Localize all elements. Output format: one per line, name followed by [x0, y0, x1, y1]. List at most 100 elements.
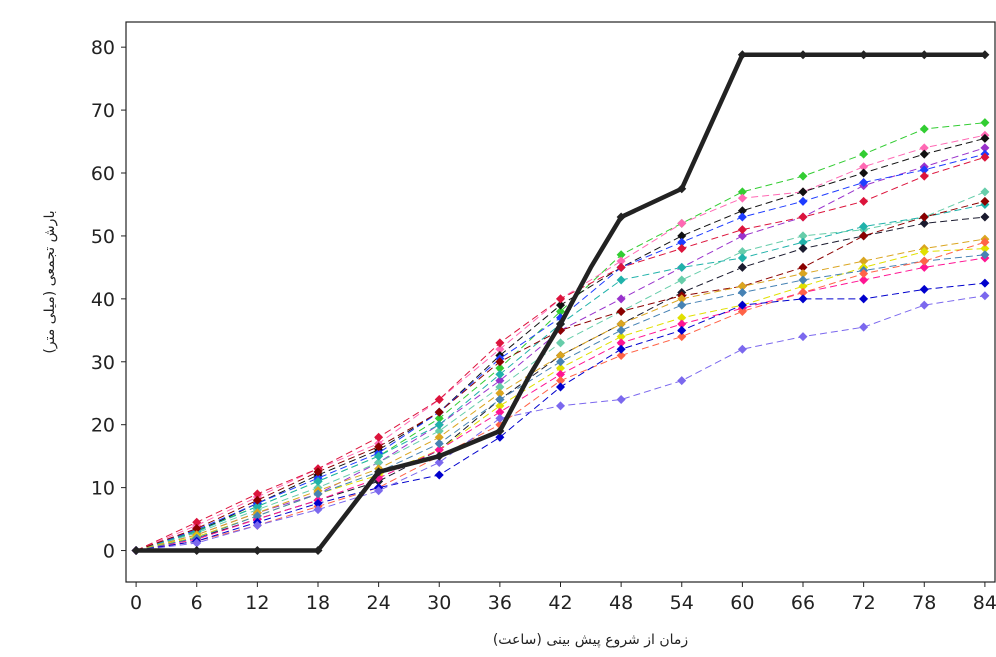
forecast-point — [434, 395, 444, 405]
observed-point — [131, 546, 141, 556]
forecast-point — [616, 332, 626, 342]
observed-series — [131, 50, 990, 556]
forecast-point — [798, 212, 808, 222]
forecast-point — [798, 294, 808, 304]
forecast-point — [434, 407, 444, 417]
x-tick-label: 60 — [730, 592, 754, 614]
forecast-point — [798, 187, 808, 197]
forecast-point — [616, 275, 626, 285]
forecast-point — [556, 401, 565, 411]
forecast-point — [556, 294, 565, 304]
forecast-point — [859, 269, 869, 279]
forecast-point — [677, 231, 687, 241]
forecast-point — [313, 467, 323, 477]
observed-point — [798, 50, 808, 60]
forecast-point — [434, 413, 444, 423]
forecast-point — [556, 357, 565, 367]
y-tick-label: 20 — [91, 415, 115, 437]
forecast-point — [616, 395, 626, 405]
forecast-point — [919, 171, 929, 181]
forecast-point — [495, 344, 505, 354]
forecast-point — [737, 262, 747, 272]
x-axis: 0 6 12 18 24 30 36 42 48 54 60 66 72 78 84 — [130, 582, 996, 614]
forecast-point — [616, 344, 626, 354]
forecast-point — [919, 165, 929, 175]
forecast-point — [859, 256, 869, 266]
x-tick-label: 12 — [245, 592, 269, 614]
forecast-line — [135, 122, 985, 552]
forecast-point — [737, 344, 747, 354]
y-tick-label: 10 — [91, 478, 115, 500]
forecast-point — [434, 457, 444, 467]
forecast-point — [252, 495, 262, 505]
forecast-point — [556, 338, 565, 348]
forecast-point — [616, 306, 626, 316]
forecast-point — [556, 363, 565, 373]
forecast-point — [313, 498, 323, 508]
forecast-point — [919, 143, 929, 153]
forecast-point — [798, 171, 808, 181]
x-tick-label: 24 — [367, 592, 391, 614]
observed-point — [859, 50, 869, 60]
forecast-point — [556, 350, 565, 360]
forecast-point — [556, 376, 565, 386]
forecast-point — [616, 262, 626, 272]
x-tick-label: 18 — [306, 592, 330, 614]
forecast-point — [980, 237, 990, 247]
forecast-point — [798, 231, 808, 241]
x-tick-label: 78 — [912, 592, 936, 614]
forecast-point — [737, 231, 747, 241]
forecast-point — [798, 269, 808, 279]
forecast-point — [374, 457, 384, 467]
y-tick-label: 0 — [103, 541, 115, 563]
observed-point — [495, 426, 505, 436]
forecast-point — [980, 133, 990, 143]
forecast-point — [495, 388, 505, 398]
forecast-point — [616, 250, 626, 260]
forecast-point — [677, 319, 687, 329]
forecast-point — [556, 382, 565, 392]
y-tick-label: 30 — [91, 352, 115, 374]
forecast-line — [135, 248, 985, 552]
forecast-point — [677, 300, 687, 310]
forecast-point — [980, 244, 990, 254]
forecast-point — [192, 524, 202, 534]
forecast-point — [313, 476, 323, 486]
x-tick-label: 48 — [609, 592, 633, 614]
forecast-point — [252, 489, 262, 499]
forecast-point — [798, 332, 808, 342]
forecast-point — [737, 288, 747, 298]
y-axis: 0 10 20 30 40 50 60 70 80 — [91, 37, 126, 563]
forecast-point — [252, 511, 262, 521]
forecast-point — [495, 432, 505, 442]
forecast-point — [677, 218, 687, 228]
forecast-point — [859, 168, 869, 178]
forecast-point — [798, 288, 808, 298]
forecast-point — [495, 395, 505, 405]
forecast-point — [495, 407, 505, 417]
forecast-point — [798, 281, 808, 291]
forecast-point — [737, 212, 747, 222]
observed-point — [374, 467, 384, 477]
forecast-point — [616, 325, 626, 335]
observed-point — [434, 451, 444, 461]
forecast-point — [374, 486, 384, 496]
forecast-point — [677, 294, 687, 304]
forecast-point — [252, 520, 262, 530]
forecast-point — [616, 319, 626, 329]
forecast-line — [135, 147, 986, 552]
y-tick-label: 80 — [91, 37, 115, 59]
observed-point — [252, 546, 262, 556]
forecast-point — [737, 187, 747, 197]
forecast-point — [919, 284, 929, 294]
forecast-point — [919, 212, 929, 222]
forecast-point — [737, 253, 747, 263]
forecast-point — [798, 196, 808, 206]
forecast-point — [192, 538, 202, 548]
forecast-point — [859, 221, 869, 231]
forecast-point — [677, 262, 687, 272]
forecast-point — [495, 357, 505, 367]
observed-point — [677, 184, 687, 194]
x-tick-label: 42 — [548, 592, 572, 614]
